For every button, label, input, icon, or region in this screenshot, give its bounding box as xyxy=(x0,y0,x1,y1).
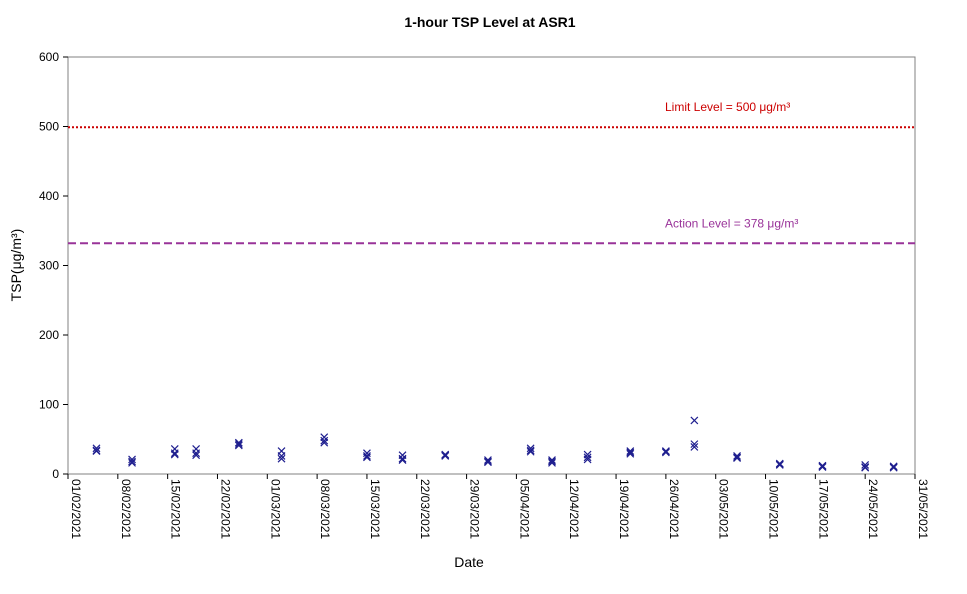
x-tick-label: 10/05/2021 xyxy=(767,479,781,539)
data-point xyxy=(861,461,870,469)
x-tick-label: 22/03/2021 xyxy=(418,479,432,539)
data-point xyxy=(128,455,136,464)
y-tick-label: 500 xyxy=(39,120,59,134)
data-point xyxy=(192,449,201,458)
y-tick-label: 100 xyxy=(39,398,59,412)
data-point xyxy=(170,450,179,459)
x-tick-label: 01/03/2021 xyxy=(268,479,282,539)
reference-lines: Limit Level = 500 μg/m³ Action Level = 37… xyxy=(68,100,915,245)
data-point xyxy=(661,448,670,457)
y-tick-label: 200 xyxy=(39,328,59,342)
data-point xyxy=(92,444,101,453)
y-axis: 0 100 200 300 400 500 600 xyxy=(39,50,68,481)
data-point xyxy=(626,449,635,458)
plot-area xyxy=(67,56,916,475)
data-point xyxy=(690,416,699,425)
y-tick-label: 400 xyxy=(39,189,59,203)
data-point xyxy=(320,433,329,442)
data-point xyxy=(170,449,179,458)
data-point xyxy=(234,440,243,449)
data-point xyxy=(889,463,898,472)
data-point xyxy=(690,440,699,449)
data-point xyxy=(733,454,741,462)
x-tick-label: 08/02/2021 xyxy=(119,479,133,539)
data-point xyxy=(320,436,329,445)
x-axis-label: Date xyxy=(454,554,484,570)
data-point xyxy=(128,457,136,466)
y-tick-label: 600 xyxy=(39,50,59,64)
x-tick-label: 15/02/2021 xyxy=(169,479,183,539)
data-point xyxy=(92,447,101,455)
x-tick-label: 19/04/2021 xyxy=(617,479,631,539)
data-point xyxy=(320,438,329,447)
data-point xyxy=(626,447,635,455)
x-tick-label: 24/05/2021 xyxy=(866,479,880,539)
data-point xyxy=(277,454,286,463)
data-point xyxy=(583,453,592,462)
data-point xyxy=(363,453,371,462)
y-tick-label: 300 xyxy=(39,259,59,273)
data-point xyxy=(775,461,784,469)
data-point xyxy=(128,458,136,467)
data-point xyxy=(626,448,635,457)
data-point xyxy=(526,447,535,456)
x-tick-label: 29/03/2021 xyxy=(468,479,482,539)
x-tick-label: 17/05/2021 xyxy=(816,479,830,539)
x-tick-label: 03/05/2021 xyxy=(717,479,731,539)
data-point xyxy=(398,454,407,463)
y-axis-label: TSP(μg/m³) xyxy=(8,229,24,302)
data-point xyxy=(733,452,741,460)
data-point xyxy=(484,456,492,465)
x-tick-label: 22/02/2021 xyxy=(218,479,232,539)
data-point xyxy=(690,442,699,451)
y-tick-label: 0 xyxy=(52,467,59,481)
x-tick-label: 31/05/2021 xyxy=(916,479,930,539)
x-tick-label: 12/04/2021 xyxy=(567,479,581,539)
data-point xyxy=(526,444,535,453)
data-point xyxy=(398,456,407,465)
data-point xyxy=(234,441,243,450)
data-point xyxy=(818,463,827,471)
reference-line-label: Limit Level = 500 μg/m³ xyxy=(665,100,790,114)
data-point xyxy=(363,452,371,460)
data-point xyxy=(441,452,450,460)
data-point xyxy=(192,451,201,460)
data-point xyxy=(484,458,492,467)
data-point xyxy=(548,456,556,465)
reference-line-label: Action Level = 378 μg/m³ xyxy=(665,216,798,230)
x-tick-label: 26/04/2021 xyxy=(667,479,681,539)
data-point xyxy=(526,446,535,455)
data-point xyxy=(583,455,592,464)
data-point xyxy=(277,452,286,460)
data-points xyxy=(92,416,898,472)
x-tick-label: 05/04/2021 xyxy=(517,479,531,539)
data-point xyxy=(548,458,556,467)
chart-title: 1-hour TSP Level at ASR1 xyxy=(404,14,575,30)
x-tick-label: 01/02/2021 xyxy=(69,479,83,539)
data-point xyxy=(861,463,870,472)
x-tick-label: 15/03/2021 xyxy=(368,479,382,539)
data-point xyxy=(548,457,556,466)
data-point xyxy=(234,438,243,447)
x-tick-label: 08/03/2021 xyxy=(318,479,332,539)
x-axis: 01/02/2021 08/02/2021 15/02/2021 22/02/2021… xyxy=(67,474,930,539)
